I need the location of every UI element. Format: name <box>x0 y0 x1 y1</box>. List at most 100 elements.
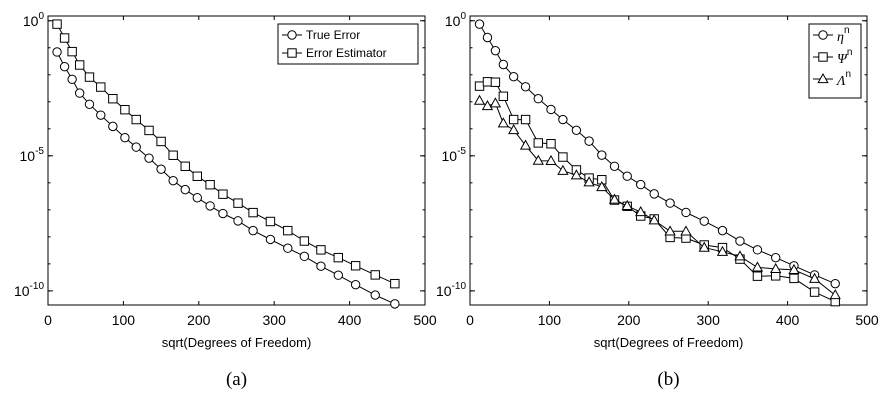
data-point <box>770 262 782 274</box>
data-point <box>233 216 243 226</box>
data-point <box>648 214 660 225</box>
data-point <box>265 234 276 245</box>
data-point <box>205 180 215 190</box>
data-point <box>752 271 763 281</box>
x-axis-label: sqrt(Degrees of Freedom) <box>162 335 312 350</box>
data-point <box>735 236 745 246</box>
data-point <box>680 225 692 236</box>
data-point <box>830 278 840 289</box>
data-point <box>350 279 361 290</box>
data-point <box>180 161 190 171</box>
x-tick-label: 300 <box>263 312 287 328</box>
data-point <box>752 245 763 255</box>
data-point <box>96 82 106 92</box>
data-point <box>218 208 228 219</box>
data-point <box>120 132 130 143</box>
legend-marker <box>817 72 829 84</box>
data-point <box>283 243 293 253</box>
data-point <box>120 104 130 115</box>
data-point <box>520 114 531 125</box>
series-2 <box>52 19 400 289</box>
legend-box <box>808 23 862 99</box>
data-point <box>333 252 343 263</box>
legend-label: Ψn <box>837 47 852 67</box>
data-point <box>265 216 276 227</box>
data-point <box>131 142 141 152</box>
data-point <box>636 179 646 190</box>
data-point <box>583 176 595 187</box>
chart-panel-b: 0 100 200 300 400 500 100 10-5 10-10 sqrt(Degrees… <box>436 11 879 390</box>
legend-label: ηn <box>837 25 850 45</box>
data-point <box>717 225 728 236</box>
data-point <box>558 152 568 162</box>
data-point <box>370 270 380 280</box>
panel-caption: (a) <box>226 369 247 390</box>
data-point <box>571 125 582 136</box>
data-point <box>59 61 70 72</box>
y-tick-label: 10-5 <box>20 146 45 164</box>
x-tick-label: 200 <box>617 312 641 328</box>
data-point <box>520 82 531 92</box>
data-point <box>192 171 202 181</box>
data-point <box>498 91 509 101</box>
data-point <box>558 114 568 125</box>
data-point <box>59 33 70 43</box>
legend-marker <box>818 30 828 40</box>
data-point <box>52 19 62 29</box>
data-point <box>533 138 543 148</box>
y-tick-label: 10-5 <box>442 146 467 164</box>
data-point <box>519 139 532 150</box>
data-point <box>546 139 556 149</box>
series-1 <box>474 19 840 289</box>
data-point <box>67 74 77 85</box>
data-point <box>597 150 607 160</box>
data-point <box>829 289 841 300</box>
data-point <box>734 250 746 261</box>
data-point <box>751 261 764 272</box>
data-point <box>532 154 544 165</box>
y-tick-label: 10-10 <box>14 281 44 299</box>
data-point <box>96 110 106 120</box>
data-point <box>699 216 709 226</box>
legend-marker <box>287 30 297 40</box>
data-point <box>508 71 519 82</box>
data-point <box>144 125 154 136</box>
data-point <box>665 198 675 208</box>
y-tick-label: 100 <box>445 11 467 29</box>
legend-box <box>277 23 419 65</box>
data-point <box>333 270 343 280</box>
panel-caption: (b) <box>657 369 679 390</box>
data-point <box>498 59 509 70</box>
data-point <box>508 124 520 135</box>
data-point <box>168 150 178 160</box>
data-point <box>74 88 85 98</box>
data-point <box>490 45 501 56</box>
data-point <box>156 164 166 174</box>
data-point <box>609 161 620 171</box>
data-point <box>635 206 647 217</box>
data-point <box>156 136 166 147</box>
data-point <box>809 287 820 297</box>
data-point <box>649 189 659 199</box>
data-point <box>233 198 243 208</box>
legend-label: Λn <box>835 69 851 89</box>
data-point <box>770 252 781 263</box>
data-point <box>533 94 543 104</box>
data-point <box>622 171 632 181</box>
data-point <box>218 189 228 199</box>
data-point <box>316 261 326 271</box>
data-point <box>596 180 608 192</box>
legend-label: True Error <box>306 28 360 42</box>
data-point <box>698 241 710 252</box>
x-tick-label: 300 <box>697 312 721 328</box>
x-tick-label: 0 <box>44 312 52 328</box>
x-axis-label: sqrt(Degrees of Freedom) <box>594 335 744 350</box>
x-tick-label: 0 <box>466 312 474 328</box>
data-point <box>489 97 502 108</box>
data-point <box>545 154 557 165</box>
plot-area <box>469 15 868 306</box>
data-point <box>67 46 77 57</box>
data-point <box>144 153 154 163</box>
